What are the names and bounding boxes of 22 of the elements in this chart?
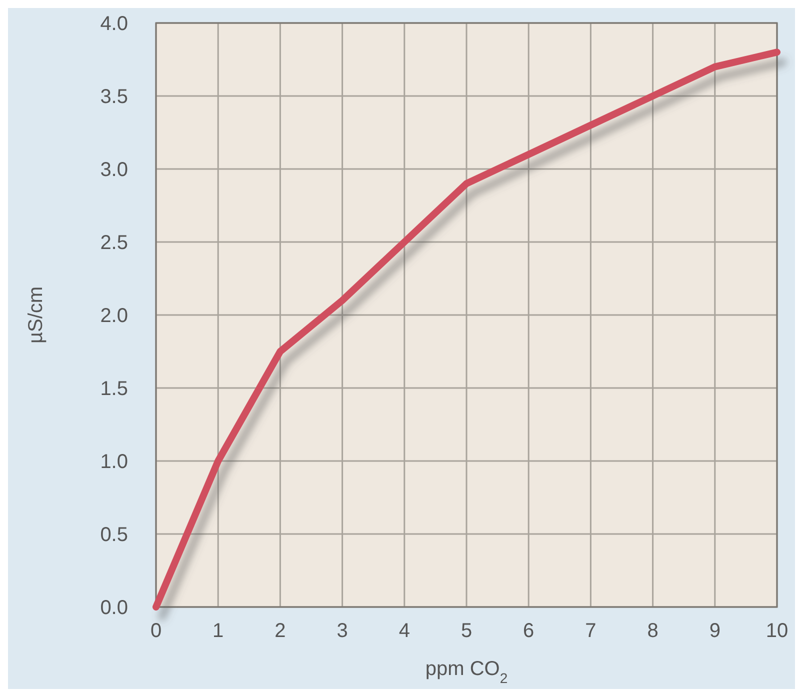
x-tick-label: 4 xyxy=(398,620,410,642)
y-tick-label: 2.0 xyxy=(100,305,128,327)
x-axis-title: ppm CO$_{2}$ xyxy=(425,658,508,686)
y-axis-title: µS/cm xyxy=(25,286,47,344)
x-tick-label: 1 xyxy=(212,620,224,642)
x-tick-label: 9 xyxy=(709,620,720,642)
y-tick-label: 1.5 xyxy=(100,378,128,400)
y-tick-label: 2.5 xyxy=(100,232,128,254)
y-tick-label: 3.5 xyxy=(100,86,128,108)
x-tick-label: 5 xyxy=(460,620,472,642)
x-tick-label: 3 xyxy=(336,620,348,642)
y-tick-label: 0.0 xyxy=(100,597,128,619)
x-tick-label: 7 xyxy=(585,620,596,642)
x-tick-label: 0 xyxy=(150,620,162,642)
y-tick-label: 3.0 xyxy=(100,159,128,181)
y-tick-label: 1.0 xyxy=(100,451,128,473)
x-tick-label: 2 xyxy=(274,620,286,642)
y-tick-label: 4.0 xyxy=(100,13,128,35)
x-tick-label: 10 xyxy=(766,620,788,642)
x-tick-label: 6 xyxy=(523,620,534,642)
y-tick-label: 0.5 xyxy=(100,524,128,546)
x-tick-label: 8 xyxy=(647,620,658,642)
